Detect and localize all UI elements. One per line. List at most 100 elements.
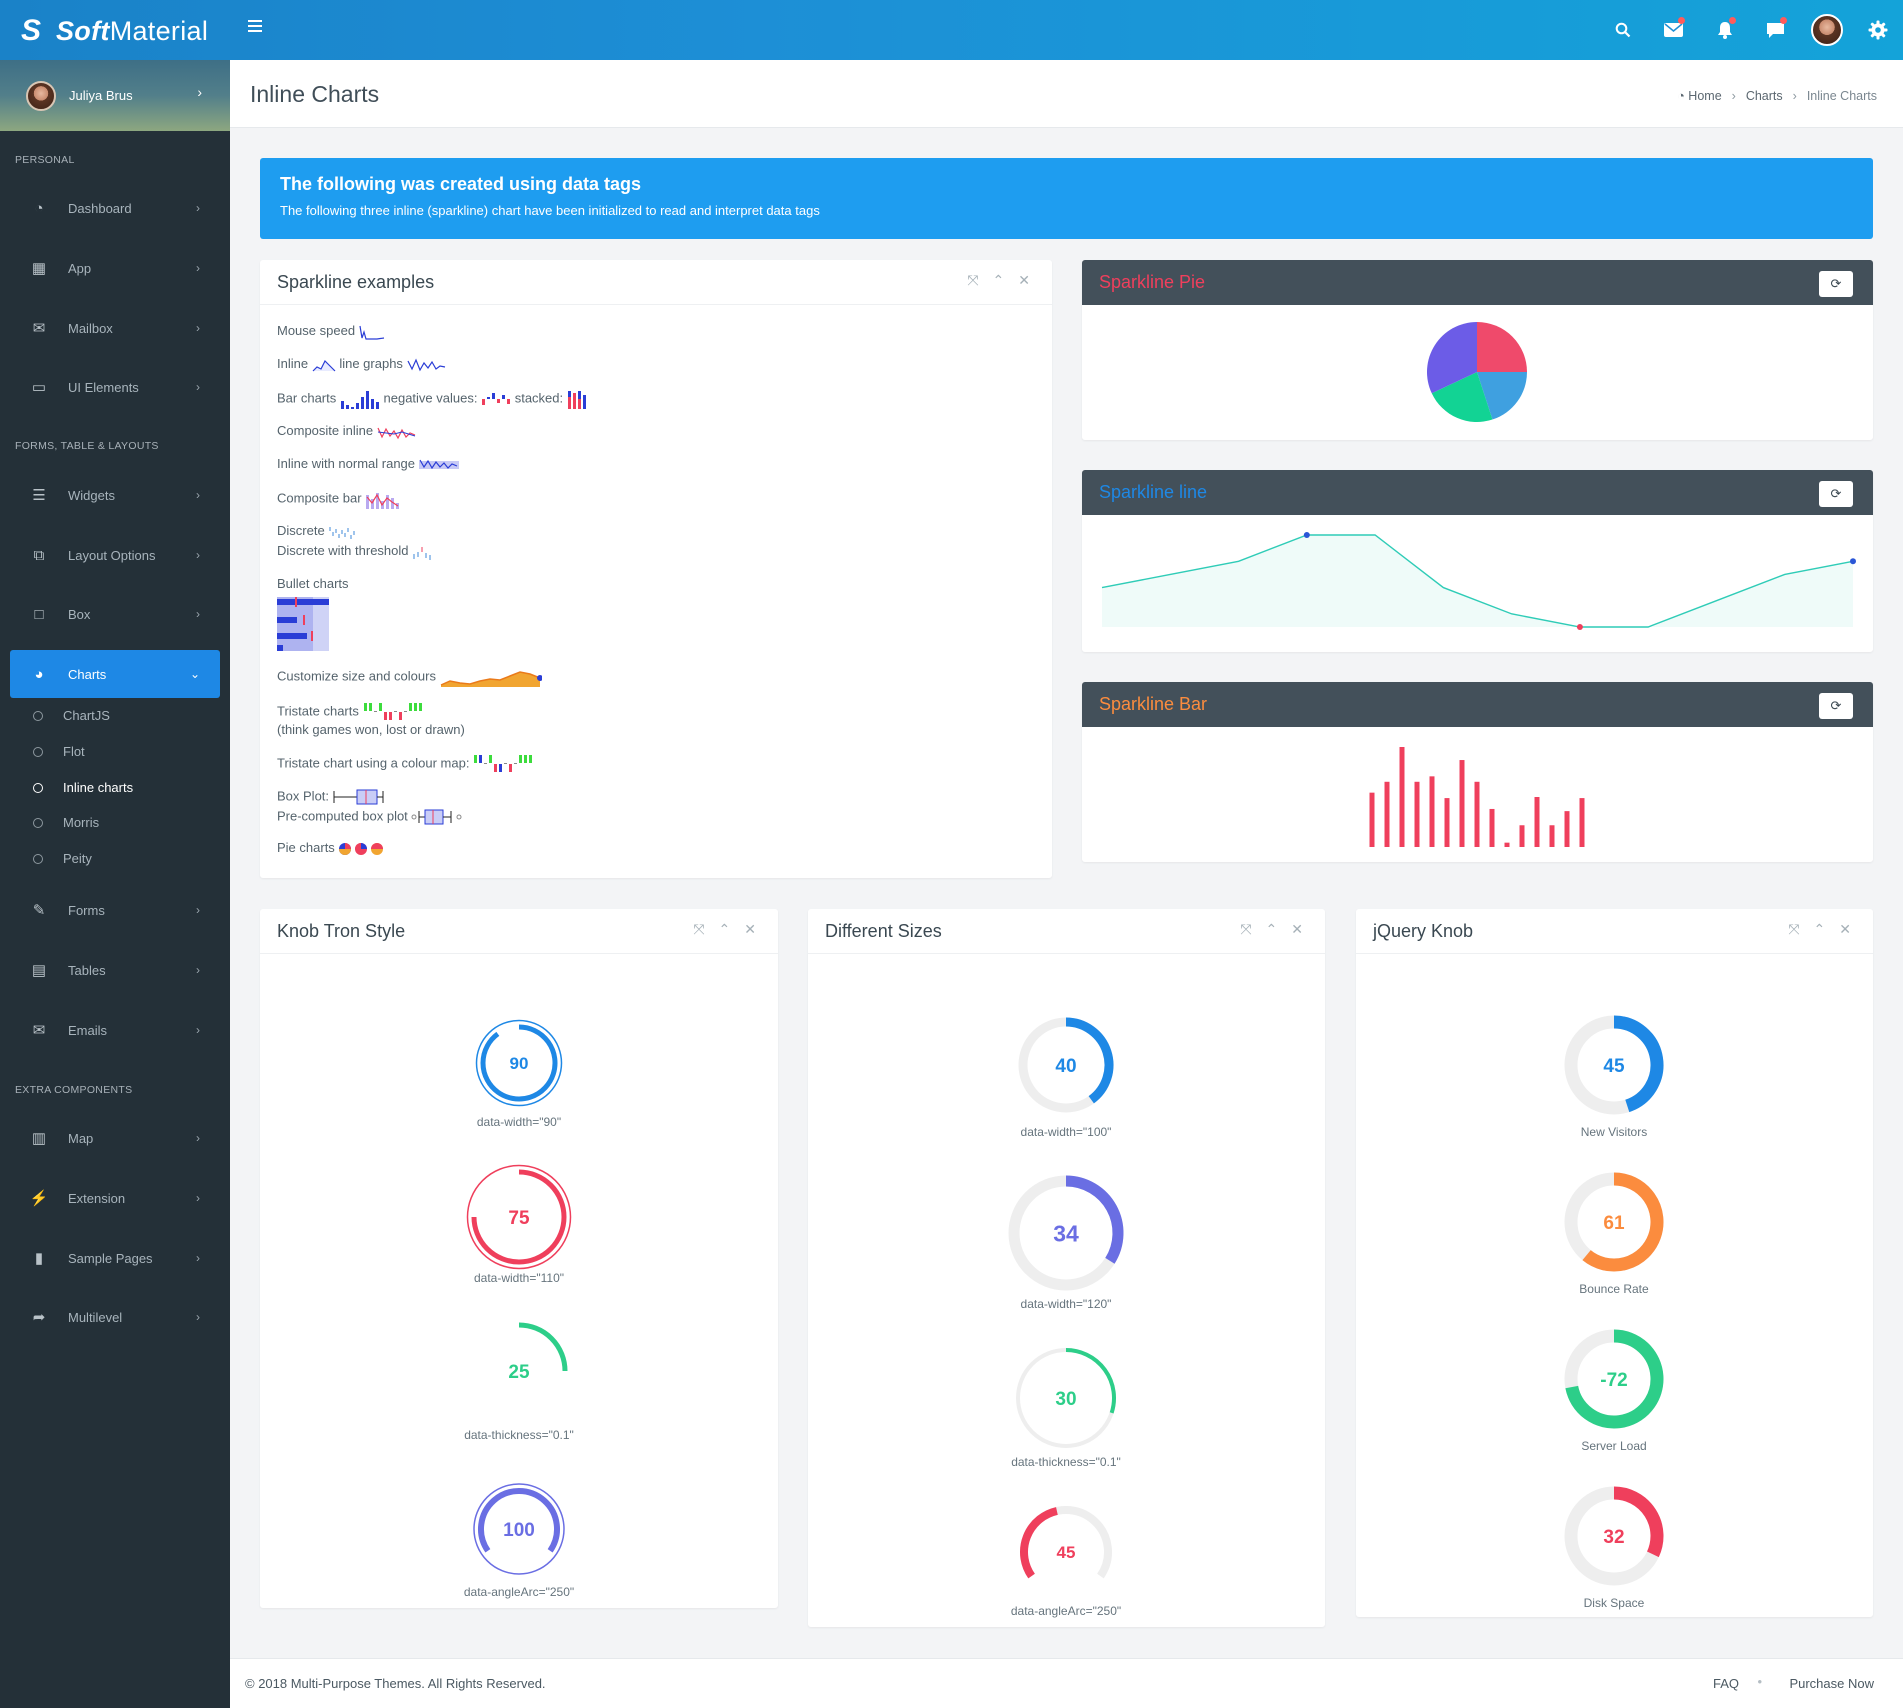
sidebar-item-charts[interactable]: ◕ Charts ⌄ — [10, 650, 220, 698]
gear-icon[interactable] — [1852, 0, 1903, 60]
sidebar-item-extension[interactable]: ⚡ Extension › — [29, 1190, 200, 1207]
refresh-icon[interactable]: ⟳ — [1819, 271, 1853, 297]
knob-label: data-angleArc="250" — [1011, 1604, 1121, 1618]
bell-icon[interactable] — [1699, 0, 1750, 60]
knob-outer-ring — [475, 1019, 563, 1107]
close-icon[interactable]: ✕ — [1018, 272, 1030, 288]
jquery-knob-box: jQuery Knob ⤧ ⌃ ✕ 45 New Visitors 61 Bounce R… — [1356, 909, 1873, 1617]
refresh-icon[interactable]: ⟳ — [1819, 481, 1853, 507]
sidebar-item-widgets[interactable]: ☰ Widgets › — [10, 471, 220, 519]
knob-value-arc — [1065, 1348, 1116, 1414]
bar-7 — [1474, 781, 1480, 847]
sidebar-sub-peity[interactable]: Peity — [33, 851, 92, 866]
knob-value-arc — [518, 1322, 568, 1372]
expand-icon[interactable]: ⤧ — [693, 921, 705, 937]
chevron-right-icon[interactable]: › — [197, 84, 202, 100]
sidebar-item-forms[interactable]: ✎ Forms › — [10, 886, 220, 934]
knob-value: 61 — [1603, 1213, 1625, 1234]
knob-label: Bounce Rate — [1579, 1282, 1649, 1296]
knob-label: data-angleArc="250" — [464, 1585, 574, 1599]
footer-faq-link[interactable]: FAQ — [1712, 1676, 1739, 1691]
sidebar-item-dashboard[interactable]: ◔ Dashboard › — [10, 184, 220, 232]
sidebar-item-tables[interactable]: ▤ Tables › — [10, 946, 220, 994]
knob-3[interactable]: 32 Disk Space — [1564, 1486, 1664, 1610]
section-extra: EXTRA COMPONENTS — [15, 1084, 133, 1096]
sidebar-sub-flot[interactable]: Flot — [33, 744, 85, 759]
pie-slice-1 — [1477, 372, 1527, 420]
knob-0[interactable]: 40 data-width="100" — [1018, 1017, 1114, 1139]
panel-title-pie: Sparkline Pie — [1099, 272, 1206, 292]
panel-title-line: Sparkline line — [1099, 482, 1208, 502]
knob-group-jquery[interactable]: 45 New Visitors 61 Bounce Rate -72 Server Loa… — [1356, 954, 1873, 1617]
chevron-right-icon: › — [196, 261, 200, 275]
sidebar-sub-morris[interactable]: Morris — [33, 815, 99, 830]
negative-bar-sparkline — [482, 393, 511, 405]
expand-icon[interactable]: ⤧ — [1240, 921, 1252, 937]
user-avatar-sidebar — [26, 80, 56, 111]
knob-label: data-thickness="0.1" — [1011, 1455, 1121, 1469]
close-icon[interactable]: ✕ — [1291, 921, 1303, 937]
knob-1[interactable]: 34 data-width="120" — [1008, 1175, 1124, 1311]
collapse-icon[interactable]: ⌃ — [1813, 921, 1826, 937]
breadcrumb-charts[interactable]: Charts — [1745, 89, 1783, 103]
bar-8 — [1489, 808, 1495, 847]
breadcrumb-home[interactable]: ◔ Home — [1677, 89, 1722, 103]
close-icon[interactable]: ✕ — [1839, 921, 1851, 937]
brand-logo[interactable]: S SoftMaterial — [14, 14, 208, 48]
knob-1[interactable]: 75 data-width="110" — [466, 1164, 572, 1286]
knob-value-arc — [478, 1488, 560, 1553]
knob-value-arc — [1582, 1172, 1664, 1272]
stacked-bar-sparkline — [567, 391, 586, 409]
bar-10 — [1519, 825, 1525, 847]
sidebar-item-mailbox[interactable]: ✉ Mailbox › — [10, 304, 220, 352]
sidebar-item-app[interactable]: ▦ App › — [10, 244, 220, 292]
knob-2[interactable]: 30 data-thickness="0.1" — [1011, 1348, 1121, 1469]
normal-range-sparkline — [418, 459, 459, 469]
expand-icon[interactable]: ⤧ — [967, 272, 979, 288]
knob-0[interactable]: 90 data-width="90" — [475, 1019, 563, 1130]
sidebar-item-layout-options[interactable]: ⧉ Layout Options › — [10, 531, 220, 579]
file-icon: ▮ — [34, 1250, 44, 1267]
bar-12 — [1549, 825, 1555, 847]
knob-label: data-width="90" — [477, 1115, 561, 1129]
bullet-charts — [277, 597, 329, 651]
sidebar-item-emails[interactable]: ✉ Emails › — [10, 1006, 220, 1054]
knob-group-tron[interactable]: 90 data-width="90" 75 data-width="110" 25 dat… — [260, 954, 778, 1608]
section-forms: FORMS, TABLE & LAYOUTS — [15, 440, 159, 452]
user-avatar[interactable] — [1801, 0, 1852, 60]
footer-purchase-link[interactable]: Purchase Now — [1789, 1676, 1874, 1691]
sidebar-item-ui-elements[interactable]: ▭ UI Elements › — [10, 363, 220, 411]
bar-3 — [1414, 781, 1420, 847]
knob-outer-ring — [473, 1483, 565, 1575]
envelope-icon[interactable] — [1648, 0, 1699, 60]
knob-0[interactable]: 45 New Visitors — [1564, 1015, 1664, 1139]
collapse-icon[interactable]: ⌃ — [992, 272, 1005, 288]
sidebar-item-box[interactable]: □ Box › — [10, 590, 220, 638]
close-icon[interactable]: ✕ — [744, 921, 756, 937]
sidebar-sub-chartjs[interactable]: ChartJS — [33, 708, 110, 723]
knob-3[interactable]: 45 data-angleArc="250" — [1011, 1506, 1121, 1618]
sidebar-item-sample-pages[interactable]: ▮ Sample Pages › — [10, 1234, 220, 1282]
line-min-point — [1576, 624, 1583, 630]
user-panel[interactable]: Juliya Brus › — [0, 60, 230, 131]
knob-group-sizes[interactable]: 40 data-width="100" 34 data-width="120" 30 da… — [808, 954, 1325, 1627]
collapse-icon[interactable]: ⌃ — [718, 921, 731, 937]
pie-icon: ◕ — [34, 665, 44, 683]
knob-3[interactable]: 100 data-angleArc="250" — [464, 1483, 574, 1599]
collapse-icon[interactable]: ⌃ — [1265, 921, 1278, 937]
grid-icon: ▦ — [31, 260, 47, 277]
refresh-icon[interactable]: ⟳ — [1819, 693, 1853, 719]
sidebar-item-map[interactable]: ▥ Map › — [10, 1114, 220, 1162]
search-icon[interactable] — [1597, 0, 1648, 60]
knob-2[interactable]: -72 Server Load — [1564, 1329, 1664, 1453]
knob-2[interactable]: 25 data-thickness="0.1" — [464, 1322, 574, 1442]
sidebar-sub-inline-charts[interactable]: Inline charts — [33, 780, 133, 795]
sparkline-line-panel: Sparkline line ⟳ — [1082, 470, 1873, 652]
sidebar-toggle-icon[interactable] — [248, 20, 262, 32]
sidebar-item-multilevel[interactable]: ➦ Multilevel › — [10, 1293, 220, 1341]
chevron-right-icon: › — [196, 1131, 200, 1145]
knob-1[interactable]: 61 Bounce Rate — [1564, 1172, 1664, 1296]
expand-icon[interactable]: ⤧ — [1788, 921, 1800, 937]
chat-icon[interactable] — [1750, 0, 1801, 60]
knob-value-arc — [1065, 1175, 1124, 1264]
